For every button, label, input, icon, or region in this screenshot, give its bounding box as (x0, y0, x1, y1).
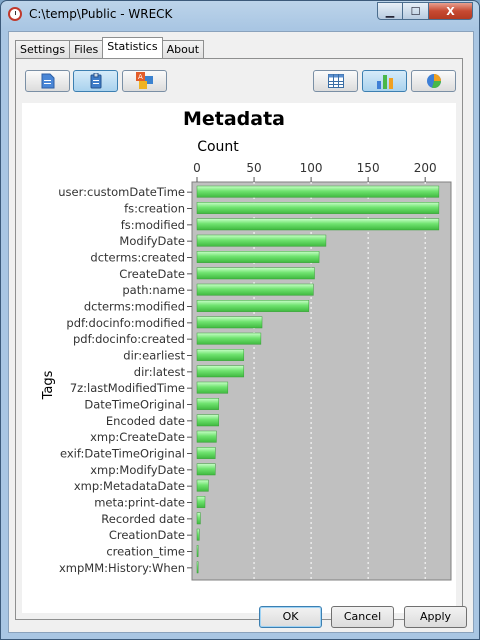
abc-view-button[interactable]: A (122, 70, 167, 92)
pie-chart-icon (426, 74, 441, 88)
y-category-label: fs:creation (124, 202, 185, 216)
y-category-label: xmp:CreateDate (90, 430, 185, 444)
y-category-label: fs:modified (121, 218, 185, 232)
bar (196, 365, 245, 378)
bar-chart-view-button[interactable] (362, 70, 407, 92)
y-category-label: Encoded date (106, 414, 185, 428)
bar (196, 202, 440, 214)
abc-icon: A (135, 72, 153, 89)
bar (196, 496, 206, 508)
y-category-label: dir:latest (134, 365, 186, 379)
y-category-label: dir:earliest (123, 349, 185, 363)
y-axis-label: Tags (41, 370, 56, 400)
plot-area (191, 181, 452, 581)
y-category-label: CreateDate (119, 267, 185, 281)
bar-chart: Metadata Count Tags 0 50 100 150 200 user:cu… (41, 108, 452, 581)
bar (196, 381, 229, 394)
statistics-panel: A (15, 58, 463, 620)
bar (196, 447, 216, 459)
cancel-button[interactable]: Cancel (331, 606, 394, 628)
window-title: C:\temp\Public - WRECK (29, 7, 173, 21)
minimize-button[interactable]: ▁ (377, 2, 403, 20)
y-category-label: exif:DateTimeOriginal (60, 447, 185, 461)
client-area: Settings Files Statistics About (8, 31, 474, 633)
bar (196, 316, 263, 329)
bar (196, 218, 440, 231)
table-view-button[interactable] (313, 70, 358, 92)
apply-button[interactable]: Apply (404, 606, 467, 628)
bar (196, 545, 199, 557)
ok-button[interactable]: OK (259, 606, 322, 628)
table-icon (327, 74, 344, 88)
tab-files[interactable]: Files (69, 40, 104, 58)
bar (196, 414, 219, 427)
y-category-label: meta:print-date (94, 496, 185, 510)
bar (196, 479, 209, 492)
bar (196, 332, 262, 345)
document-icon (41, 73, 54, 89)
bar (196, 349, 245, 361)
bar (196, 300, 310, 312)
x-tick-label: 0 (193, 161, 201, 175)
x-axis-label: Count (197, 139, 239, 155)
y-category-label: ModifyDate (119, 234, 185, 248)
bar (196, 267, 315, 280)
y-category-label: xmp:ModifyDate (90, 463, 185, 477)
y-category-label: path:name (122, 283, 185, 297)
y-category-label: pdf:docinfo:created (73, 332, 185, 346)
x-tick-label: 100 (300, 161, 323, 175)
document-view-button[interactable] (25, 70, 70, 92)
clipboard-view-button[interactable] (73, 70, 118, 92)
y-category-label: dcterms:modified (84, 300, 185, 314)
x-tick-label: 50 (246, 161, 261, 175)
tab-statistics[interactable]: Statistics (102, 37, 163, 58)
y-category-label: 7z:lastModifiedTime (70, 381, 185, 395)
bar (196, 512, 201, 525)
svg-text:A: A (138, 73, 143, 81)
y-category-label: xmp:MetadataDate (74, 479, 185, 493)
bar (196, 430, 217, 443)
clipboard-icon (90, 73, 101, 89)
bar (196, 234, 327, 247)
bar (196, 398, 219, 410)
y-category-label: Recorded date (101, 512, 185, 526)
y-category-label: DateTimeOriginal (84, 398, 185, 412)
y-category-label: CreationDate (109, 528, 185, 542)
pie-chart-view-button[interactable] (411, 70, 456, 92)
maximize-button[interactable]: ☐ (403, 2, 429, 20)
y-category-label: user:customDateTime (58, 185, 185, 199)
bar (196, 251, 320, 263)
x-tick-label: 150 (357, 161, 380, 175)
y-category-label: creation_time (106, 545, 185, 559)
chart-title: Metadata (183, 108, 285, 130)
bar (196, 528, 200, 541)
close-button[interactable]: X (429, 2, 473, 20)
x-tick-label: 200 (414, 161, 437, 175)
chart-area: Metadata Count Tags 0 50 100 150 200 user:cu… (22, 103, 456, 613)
bar (196, 283, 314, 296)
y-category-label: xmpMM:History:When (59, 561, 185, 575)
bar-chart-icon (376, 75, 393, 89)
clock-icon (8, 7, 22, 21)
tab-bar: Settings Files Statistics About (15, 37, 205, 58)
y-category-label: dcterms:created (90, 251, 185, 265)
bar (196, 185, 440, 198)
bar (196, 463, 216, 476)
y-category-label: pdf:docinfo:modified (66, 316, 185, 330)
tab-about[interactable]: About (161, 40, 205, 58)
title-bar[interactable]: C:\temp\Public - WRECK ▁ ☐ X (1, 1, 479, 29)
bar (196, 561, 199, 574)
tab-settings[interactable]: Settings (15, 40, 71, 58)
